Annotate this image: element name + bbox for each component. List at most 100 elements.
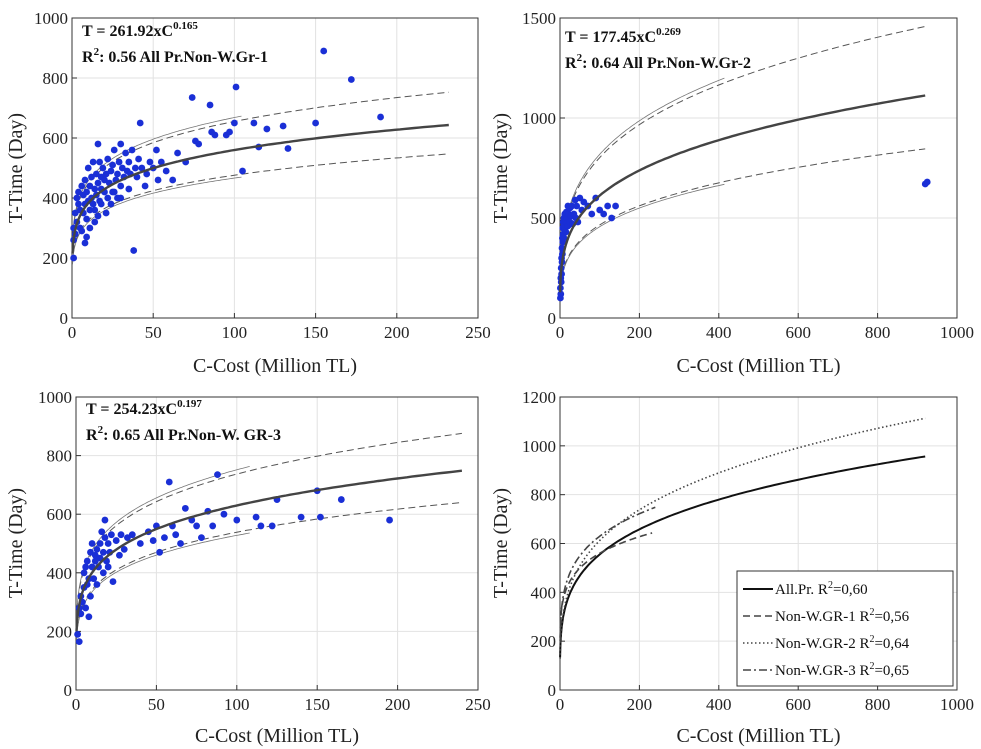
data-point (377, 113, 384, 121)
data-point (131, 164, 139, 172)
data-point (81, 176, 89, 184)
y-tick-label: 800 (47, 447, 73, 466)
data-point (99, 569, 107, 577)
data-point (181, 504, 189, 512)
data-point (71, 209, 79, 217)
data-point (109, 161, 116, 169)
data-point (110, 188, 118, 196)
series-line-4 (559, 506, 656, 642)
r-squared-label: R2: 0.56 All Pr.Non-W.Gr-1 (82, 46, 268, 66)
data-point (557, 290, 565, 298)
data-point (99, 548, 107, 556)
y-tick-label: 200 (43, 249, 69, 268)
x-tick-label: 100 (222, 323, 248, 342)
data-point (162, 167, 170, 175)
y-axis-label: T-Time (Day) (490, 488, 512, 598)
data-point (91, 218, 99, 226)
data-point (115, 158, 123, 166)
data-point (91, 206, 99, 214)
series-line-1 (559, 455, 926, 658)
r-squared-label: R2: 0.64 All Pr.Non-W.Gr-2 (565, 52, 751, 72)
data-point (188, 94, 196, 101)
data-point (231, 119, 238, 127)
data-point (297, 513, 305, 521)
data-point (600, 210, 608, 218)
data-point (104, 194, 112, 202)
x-axis-label: C-Cost (Million TL) (676, 355, 840, 377)
y-tick-label: 1000 (522, 437, 556, 456)
y-axis-label: T-Time (Day) (5, 113, 27, 223)
data-point (78, 182, 86, 190)
x-tick-label: 200 (627, 323, 653, 342)
x-tick-label: 600 (785, 323, 811, 342)
data-point (82, 604, 90, 612)
upper-band-curve (559, 26, 926, 285)
data-point (82, 563, 90, 571)
y-tick-label: 1200 (522, 388, 556, 407)
x-tick-label: 400 (706, 695, 732, 714)
data-point (257, 522, 265, 530)
x-tick-label: 0 (556, 323, 565, 342)
data-point (195, 140, 203, 148)
upper-band-curve (72, 91, 449, 243)
x-tick-label: 0 (72, 695, 81, 714)
data-point (109, 578, 117, 585)
data-point (136, 119, 144, 127)
data-point (268, 522, 276, 530)
x-tick-label: 800 (865, 695, 891, 714)
series-line-2 (559, 532, 653, 638)
data-point (386, 516, 393, 524)
upper-confidence-curve (559, 77, 725, 284)
data-point (211, 131, 219, 139)
data-point (337, 496, 345, 503)
chart-panel-2: 0 200 400 600 800 1000 0 500 1000 1500 C-Cost (Mil… (490, 9, 974, 377)
data-point (86, 224, 94, 232)
y-tick-label: 400 (43, 189, 69, 208)
data-point (562, 228, 570, 236)
data-point (86, 206, 94, 214)
data-point (169, 176, 177, 184)
y-tick-label: 600 (47, 505, 73, 524)
data-point (96, 540, 104, 547)
y-tick-label: 1000 (38, 388, 72, 407)
data-point (136, 540, 144, 547)
data-point (312, 119, 319, 127)
data-point (74, 630, 82, 638)
data-point (96, 158, 104, 166)
data-point (125, 185, 133, 193)
series-line-3 (559, 417, 926, 659)
data-point (130, 247, 138, 254)
r-squared-label: R2: 0.65 All Pr.Non-W. GR-3 (86, 424, 281, 444)
equation-label: T = 261.92xC0.165 (82, 20, 198, 40)
upper-confidence-curve (72, 115, 242, 242)
plot-frame (75, 396, 479, 691)
data-point (165, 478, 173, 486)
data-point (347, 76, 355, 83)
lower-band-curve (72, 153, 449, 264)
data-point (94, 212, 102, 220)
data-point (107, 167, 115, 175)
data-point (89, 158, 97, 166)
data-point (157, 158, 165, 166)
data-point (149, 537, 157, 544)
data-point (88, 173, 95, 181)
chart-panel-4: 0 200 400 600 800 1000 0 200 400 600 800 1000 1200 C-… (490, 388, 974, 747)
data-point (93, 545, 101, 553)
data-point (75, 188, 82, 196)
data-point (99, 164, 107, 172)
data-point (128, 146, 136, 154)
plot-frame (559, 17, 958, 319)
y-tick-label: 400 (47, 564, 73, 583)
data-point (122, 149, 129, 157)
data-point (252, 513, 260, 521)
x-tick-label: 200 (384, 323, 410, 342)
data-point (143, 170, 151, 178)
data-point (83, 215, 91, 223)
x-tick-label: 0 (68, 323, 77, 342)
data-point (116, 551, 123, 559)
x-tick-label: 250 (465, 695, 491, 714)
data-point (198, 534, 205, 542)
y-tick-label: 0 (60, 309, 69, 328)
data-point (193, 522, 201, 530)
y-tick-label: 500 (531, 209, 557, 228)
